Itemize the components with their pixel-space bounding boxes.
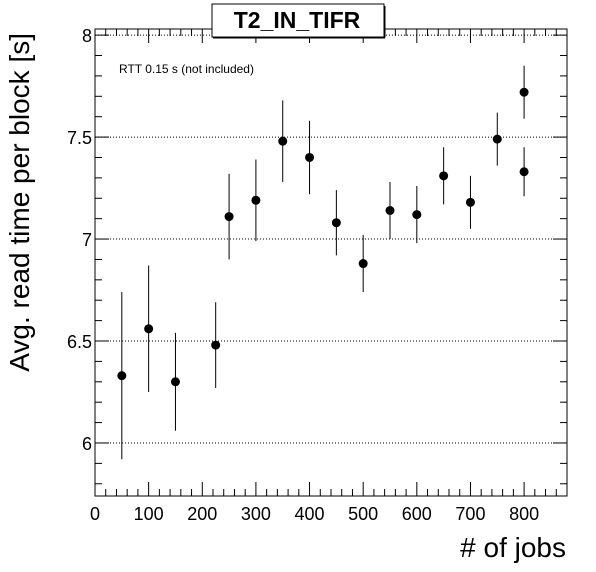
data-marker bbox=[211, 340, 221, 350]
x-axis-label: # of jobs bbox=[460, 532, 566, 563]
y-tick-label: 8 bbox=[82, 26, 92, 46]
x-tick-label: 0 bbox=[90, 504, 100, 524]
y-tick-label: 6 bbox=[82, 434, 92, 454]
data-point bbox=[305, 120, 315, 195]
data-marker bbox=[412, 210, 422, 220]
x-tick-label: 500 bbox=[348, 504, 378, 524]
data-marker bbox=[519, 167, 529, 177]
data-marker bbox=[117, 371, 127, 381]
data-point bbox=[519, 65, 529, 119]
x-tick-label: 200 bbox=[187, 504, 217, 524]
data-point bbox=[117, 292, 127, 460]
data-marker bbox=[224, 212, 234, 222]
y-tick-label: 6.5 bbox=[67, 332, 92, 352]
data-marker bbox=[492, 134, 502, 144]
x-tick-label: 600 bbox=[402, 504, 432, 524]
data-points bbox=[117, 65, 529, 460]
data-point bbox=[331, 190, 341, 256]
data-point bbox=[439, 147, 449, 205]
data-point bbox=[519, 147, 529, 197]
data-marker bbox=[144, 324, 154, 334]
chart-title-box: T2_IN_TIFR bbox=[211, 3, 386, 39]
data-point bbox=[211, 302, 221, 388]
x-tick-label: 400 bbox=[295, 504, 325, 524]
data-marker bbox=[170, 377, 180, 387]
data-marker bbox=[251, 195, 261, 205]
x-tick-label: 300 bbox=[241, 504, 271, 524]
x-tick-label: 800 bbox=[509, 504, 539, 524]
chart-title: T2_IN_TIFR bbox=[234, 7, 361, 33]
data-point bbox=[144, 265, 154, 392]
data-marker bbox=[305, 152, 315, 162]
data-marker bbox=[465, 197, 475, 207]
data-point bbox=[385, 181, 395, 240]
gridlines bbox=[95, 34, 567, 444]
data-marker bbox=[331, 218, 341, 228]
data-point bbox=[412, 186, 422, 244]
x-tick-label: 100 bbox=[134, 504, 164, 524]
data-point bbox=[224, 173, 234, 260]
data-point bbox=[358, 234, 368, 293]
y-tick-label: 7.5 bbox=[67, 128, 92, 148]
x-tick-label: 700 bbox=[455, 504, 485, 524]
data-marker bbox=[519, 87, 529, 97]
data-marker bbox=[358, 259, 368, 269]
data-point bbox=[465, 175, 475, 229]
data-marker bbox=[439, 171, 449, 181]
tick-labels: 0 100 200 300 400 500 600 700 800 6 6.5 7 7.5 8 bbox=[67, 26, 539, 524]
data-point bbox=[278, 100, 288, 182]
chart-annotation: RTT 0.15 s (not included) bbox=[119, 62, 254, 76]
y-axis-label: Avg. read time per block [s] bbox=[4, 33, 35, 372]
data-point bbox=[251, 159, 261, 242]
data-marker bbox=[278, 136, 288, 146]
data-marker bbox=[385, 205, 395, 215]
data-point bbox=[170, 332, 180, 431]
data-point bbox=[492, 112, 502, 166]
y-tick-label: 7 bbox=[82, 230, 92, 250]
